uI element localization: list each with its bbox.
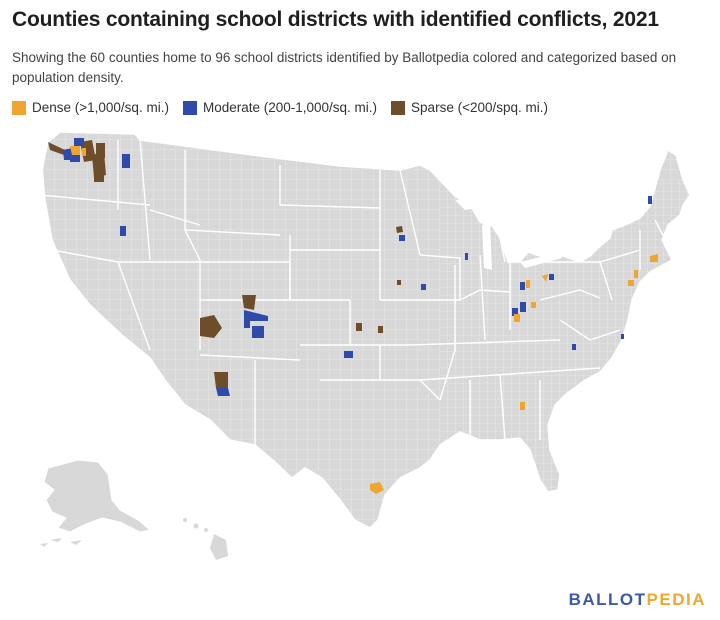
- county-dense: [82, 148, 86, 156]
- legend-item-sparse: Sparse (<200/spq. mi.): [391, 100, 548, 115]
- county-moderate: [621, 334, 624, 339]
- county-dense: [370, 482, 384, 494]
- county-sparse: [48, 142, 65, 155]
- county-dense: [520, 402, 525, 410]
- county-dense: [70, 146, 80, 155]
- legend-swatch-dense: [12, 100, 26, 115]
- moderate-counties: [63, 138, 652, 396]
- county-sparse: [396, 226, 403, 233]
- county-dense: [526, 280, 530, 288]
- county-moderate: [120, 226, 126, 236]
- county-sparse: [356, 323, 362, 331]
- county-sparse: [94, 172, 104, 182]
- great-lakes: [455, 195, 592, 270]
- county-sparse: [96, 143, 105, 158]
- county-dense: [514, 314, 520, 322]
- legend-item-moderate: Moderate (200-1,000/sq. mi.): [182, 100, 378, 115]
- county-moderate: [252, 326, 264, 338]
- county-sparse: [378, 326, 383, 333]
- legend-label-dense: Dense (>1,000/sq. mi.): [32, 100, 169, 115]
- county-moderate: [549, 274, 554, 280]
- county-moderate: [520, 282, 525, 290]
- legend-swatch-sparse: [391, 100, 406, 115]
- county-moderate: [520, 302, 526, 312]
- county-sparse: [397, 280, 401, 285]
- legend-swatch-moderate: [182, 100, 197, 115]
- county-moderate: [399, 235, 405, 241]
- county-moderate: [74, 138, 84, 146]
- county-moderate: [421, 284, 426, 290]
- county-moderate: [244, 310, 268, 328]
- us-county-map: [40, 131, 691, 560]
- county-dense: [531, 302, 536, 308]
- alaska: [40, 459, 152, 547]
- county-sparse: [214, 372, 228, 388]
- county-moderate: [572, 344, 576, 350]
- legend-item-dense: Dense (>1,000/sq. mi.): [12, 100, 169, 115]
- county-moderate: [648, 196, 652, 204]
- ballotpedia-logo: BALLOTPEDIA: [569, 590, 706, 610]
- legend: Dense (>1,000/sq. mi.) Moderate (200-1,0…: [12, 100, 548, 115]
- county-dense: [542, 274, 548, 282]
- chart-title: Counties containing school districts wit…: [12, 8, 659, 31]
- legend-label-moderate: Moderate (200-1,000/sq. mi.): [202, 100, 378, 115]
- county-dense: [628, 280, 634, 286]
- county-sparse: [92, 152, 106, 178]
- county-dense: [650, 254, 658, 262]
- logo-part-pedia: PEDIA: [646, 590, 706, 609]
- land: [42, 132, 690, 528]
- county-dense: [634, 270, 638, 278]
- county-moderate: [122, 154, 130, 168]
- county-moderate: [465, 253, 468, 260]
- county-moderate: [70, 154, 80, 162]
- hawaii: [183, 518, 228, 560]
- state-borders: [42, 139, 669, 445]
- county-sparse: [200, 315, 222, 338]
- county-moderate: [216, 388, 230, 396]
- dense-counties: [70, 146, 658, 494]
- legend-label-sparse: Sparse (<200/spq. mi.): [411, 100, 548, 115]
- logo-part-ballot: BALLOT: [568, 590, 647, 609]
- chart-subtitle: Showing the 60 counties home to 96 schoo…: [12, 50, 677, 85]
- county-moderate: [344, 351, 353, 358]
- county-sparse: [242, 295, 256, 310]
